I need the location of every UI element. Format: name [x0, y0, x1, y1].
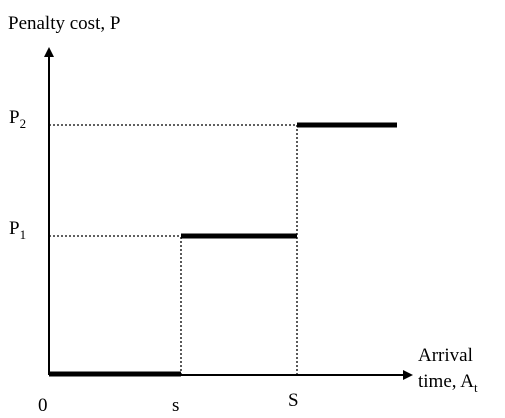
guide-lines — [49, 124, 298, 375]
y-axis-title: Penalty cost, P — [8, 13, 120, 34]
x-tick-labels: 0 s S — [38, 390, 299, 416]
x-axis-title-subscript: t — [474, 380, 478, 395]
y-tick-labels: P1 P2 — [9, 107, 26, 242]
x-axis-title-line2: time, At — [418, 371, 478, 395]
y-tick-label-P2: P2 — [9, 107, 26, 131]
x-tick-label-0: 0 — [38, 395, 48, 416]
x-tick-label-S: S — [288, 390, 299, 411]
x-axis-title-line1: Arrival — [418, 345, 473, 366]
y-tick-label-P1: P1 — [9, 218, 26, 242]
x-axis-title-main: time, A — [418, 371, 474, 392]
x-tick-label-s: s — [172, 395, 179, 416]
step-segments — [49, 122, 397, 377]
